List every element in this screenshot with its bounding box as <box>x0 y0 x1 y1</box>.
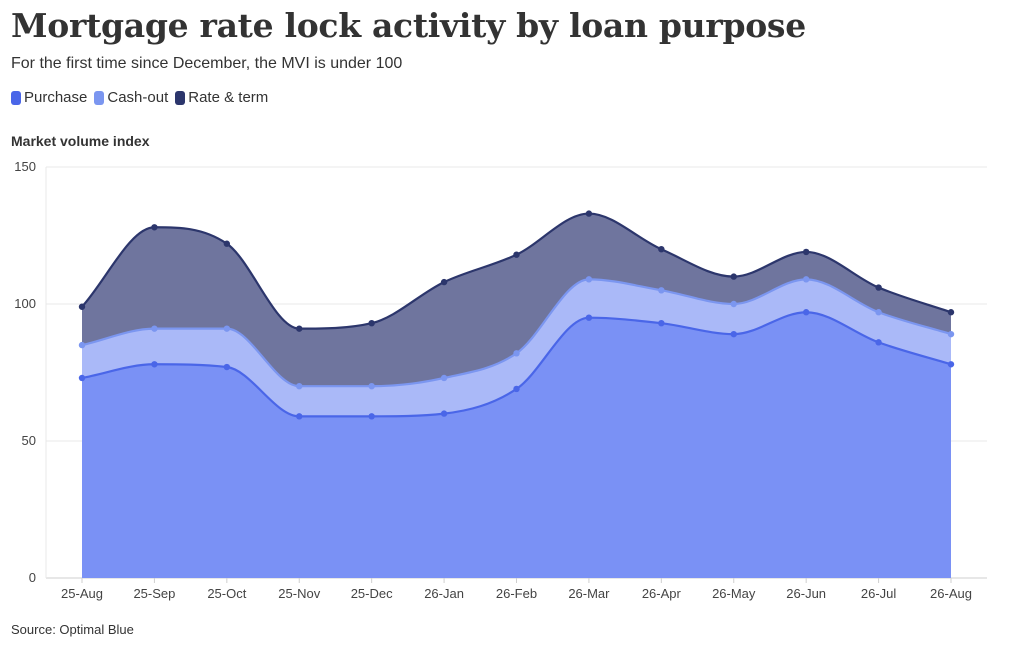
point-cash-out-26-mar[interactable] <box>585 276 593 283</box>
point-cash-out-25-nov[interactable] <box>296 383 303 390</box>
point-rate-and-term-26-feb[interactable] <box>513 251 520 258</box>
legend-item-cash-out[interactable]: Cash-out <box>94 89 168 106</box>
point-cash-out-25-sep[interactable] <box>151 325 158 332</box>
point-rate-and-term-26-aug[interactable] <box>947 309 955 316</box>
x-tick-label: 26-Jun <box>786 586 826 601</box>
point-purchase-26-aug[interactable] <box>947 361 955 368</box>
x-tick-label: 26-Jul <box>861 586 897 601</box>
chart-subtitle: For the first time since December, the M… <box>11 55 403 72</box>
x-tick-label: 25-Sep <box>133 586 175 601</box>
point-rate-and-term-26-jul[interactable] <box>875 284 882 291</box>
x-tick-label: 26-Mar <box>568 586 610 601</box>
legend-swatch-cash-out <box>94 90 105 105</box>
point-rate-and-term-25-oct[interactable] <box>223 240 231 247</box>
series-points <box>78 210 955 420</box>
x-tick-label: 26-Jan <box>424 586 464 601</box>
legend-swatch-rate-and-term <box>175 90 186 105</box>
point-rate-and-term-26-may[interactable] <box>730 273 737 280</box>
y-tick-label: 0 <box>29 570 36 585</box>
point-purchase-25-dec[interactable] <box>368 413 375 420</box>
area-purchase <box>82 312 951 578</box>
point-rate-and-term-26-apr[interactable] <box>658 246 665 253</box>
legend-item-purchase[interactable]: Purchase <box>11 89 87 106</box>
legend-label-cash-out: Cash-out <box>107 89 169 106</box>
point-rate-and-term-25-dec[interactable] <box>368 319 375 327</box>
point-cash-out-25-aug[interactable] <box>78 341 86 349</box>
point-cash-out-25-oct[interactable] <box>223 325 231 332</box>
point-purchase-26-apr[interactable] <box>658 319 665 327</box>
point-cash-out-25-dec[interactable] <box>368 383 375 390</box>
legend-item-rate-and-term[interactable]: Rate & term <box>175 89 268 106</box>
x-tick-label: 25-Dec <box>351 586 393 601</box>
point-rate-and-term-25-aug[interactable] <box>78 303 86 310</box>
x-tick-label: 26-Apr <box>642 586 682 601</box>
point-rate-and-term-26-jun[interactable] <box>802 248 810 256</box>
point-rate-and-term-25-sep[interactable] <box>151 224 158 231</box>
y-tick-label: 50 <box>22 433 36 448</box>
chart-title: Mortgage rate lock activity by loan purp… <box>11 6 806 45</box>
point-purchase-25-oct[interactable] <box>223 363 231 371</box>
point-cash-out-26-jul[interactable] <box>875 309 882 316</box>
y-axis-title: Market volume index <box>11 133 150 149</box>
legend-label-rate-and-term: Rate & term <box>188 89 269 106</box>
point-rate-and-term-26-mar[interactable] <box>585 210 593 217</box>
point-purchase-26-mar[interactable] <box>585 314 593 321</box>
point-rate-and-term-25-nov[interactable] <box>296 325 303 332</box>
point-cash-out-26-apr[interactable] <box>658 287 665 294</box>
series-areas <box>82 213 951 578</box>
y-tick-label: 100 <box>14 296 36 311</box>
x-tick-label: 26-Feb <box>496 586 537 601</box>
y-axis-ticks: 0 50 100 150 <box>14 159 36 585</box>
point-purchase-26-jun[interactable] <box>802 309 810 316</box>
point-cash-out-26-may[interactable] <box>730 300 737 308</box>
legend: Purchase Cash-out Rate & term <box>11 89 275 106</box>
legend-label-purchase: Purchase <box>24 89 88 106</box>
x-tick-label: 25-Nov <box>278 586 320 601</box>
x-tick-label: 25-Oct <box>207 586 246 601</box>
source-note: Source: Optimal Blue <box>11 622 134 637</box>
point-purchase-25-sep[interactable] <box>151 361 158 368</box>
point-purchase-25-nov[interactable] <box>296 413 303 420</box>
x-tick-label: 26-May <box>712 586 756 601</box>
x-tick-label: 26-Aug <box>930 586 972 601</box>
x-axis-ticks: 25-Aug 25-Sep 25-Oct 25-Nov 25-Dec 26-Jan 26-F… <box>61 578 972 601</box>
point-purchase-26-jan[interactable] <box>440 410 448 417</box>
point-purchase-26-may[interactable] <box>730 330 737 338</box>
point-purchase-25-aug[interactable] <box>78 374 86 382</box>
point-cash-out-26-aug[interactable] <box>947 330 955 338</box>
point-cash-out-26-feb[interactable] <box>513 350 520 357</box>
x-tick-label: 25-Aug <box>61 586 103 601</box>
point-purchase-26-jul[interactable] <box>875 339 882 346</box>
point-cash-out-26-jan[interactable] <box>440 374 448 382</box>
point-purchase-26-feb[interactable] <box>513 385 520 393</box>
legend-swatch-purchase <box>11 90 21 105</box>
point-rate-and-term-26-jan[interactable] <box>440 278 448 286</box>
point-cash-out-26-jun[interactable] <box>802 276 810 283</box>
y-tick-label: 150 <box>14 159 36 174</box>
